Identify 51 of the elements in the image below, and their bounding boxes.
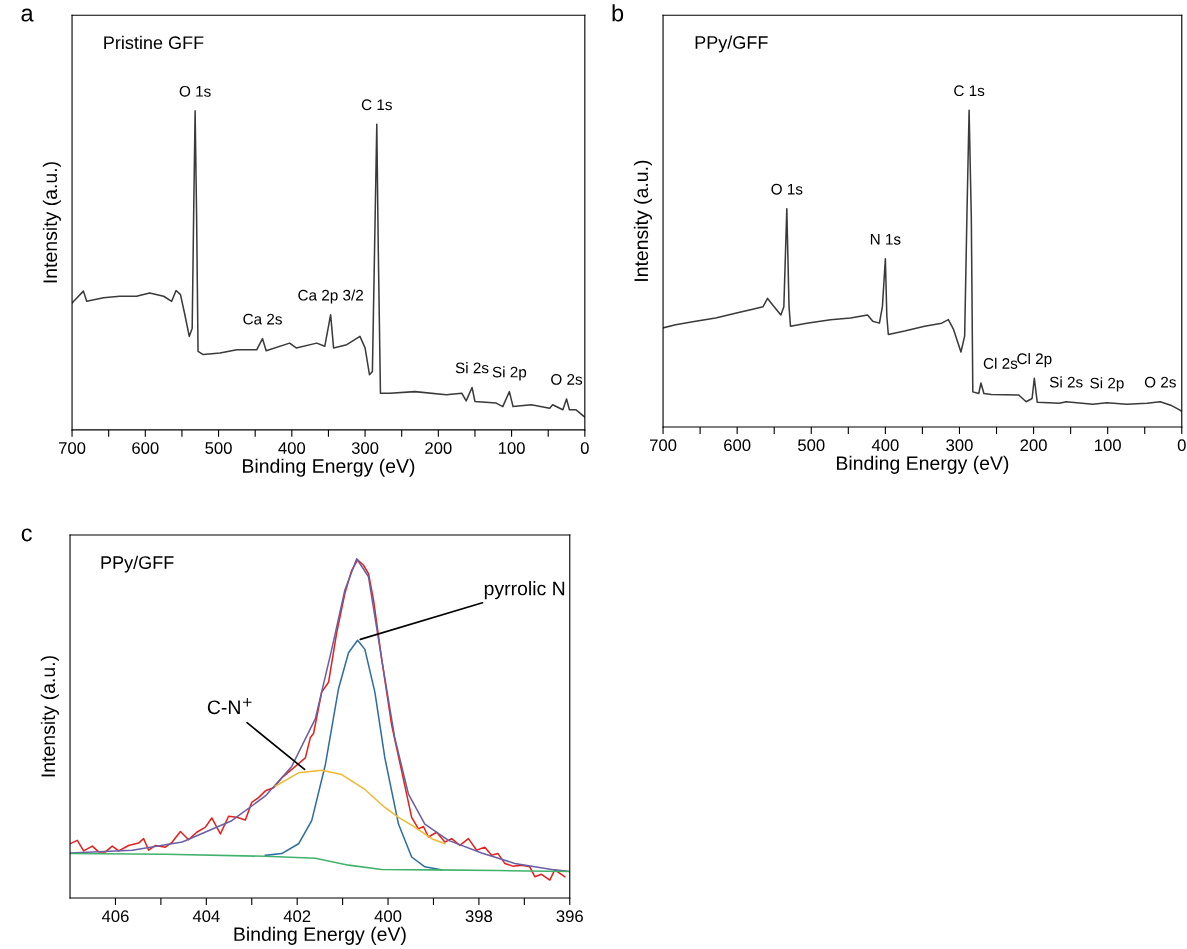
x-tick-label: 300 (946, 439, 973, 452)
annotation: O 2s (551, 374, 583, 385)
chart-subtitle: Pristine GFF (104, 35, 204, 50)
x-tick-label: 300 (351, 442, 379, 454)
x-tick-label: 404 (192, 910, 220, 923)
y-axis-title: Intensity (a.u.) (40, 656, 59, 777)
x-tick-label: 0 (580, 442, 589, 454)
y-axis-title: Intensity (a.u.) (633, 160, 652, 281)
y-axis-title: Intensity (a.u.) (42, 162, 61, 283)
x-tick-label: 500 (798, 439, 825, 452)
x-tick-label: 398 (465, 910, 493, 923)
annotation: Cl 2s (983, 357, 1018, 369)
chart-subtitle: PPy/GFF (101, 555, 174, 573)
annotation: pyrrolic N (484, 581, 565, 600)
x-tick-label: 100 (1095, 439, 1121, 452)
annotation: Ca 2p 3/2 (298, 289, 363, 304)
annotation: Si 2s (455, 362, 489, 374)
chart-title: a (21, 8, 34, 22)
annotation: O 1s (771, 183, 803, 195)
chart-title: b (612, 4, 624, 22)
x-tick-label: 402 (283, 910, 311, 923)
x-tick-label: 406 (101, 910, 129, 923)
x-tick-label: 400 (278, 442, 306, 454)
x-axis-title: Binding Energy (eV) (234, 926, 406, 945)
annotation: Si 2p (492, 366, 527, 381)
annotation: Cl 2p (1017, 352, 1052, 368)
annotation: O 2s (1144, 376, 1176, 388)
annotation: C-N$^{+}$ (207, 697, 252, 715)
x-axis-title: Binding Energy (eV) (837, 455, 1009, 474)
x-tick-label: 200 (1020, 439, 1047, 452)
x-tick-label: 600 (724, 439, 751, 452)
chart-title: c (21, 528, 32, 542)
x-axis-title: Binding Energy (eV) (243, 458, 415, 477)
x-tick-label: 200 (425, 442, 452, 454)
x-tick-label: 700 (59, 442, 86, 454)
annotation: Si 2s (1049, 376, 1083, 388)
annotation: Si 2p (1090, 377, 1124, 392)
annotation: O 1s (179, 85, 211, 97)
x-tick-label: 400 (871, 439, 899, 452)
annotation: Ca 2s (243, 313, 282, 325)
x-tick-label: 500 (205, 442, 232, 454)
annotation: C 1s (954, 85, 985, 97)
x-tick-label: 600 (132, 442, 159, 454)
x-tick-label: 100 (498, 442, 525, 454)
chart-subtitle: PPy/GFF (695, 35, 768, 53)
x-tick-label: 700 (650, 439, 677, 452)
x-tick-label: 400 (374, 910, 402, 923)
x-tick-label: 0 (1177, 439, 1186, 452)
annotation: N 1s (870, 234, 901, 245)
annotation: C 1s (361, 99, 392, 111)
x-tick-label: 396 (556, 910, 583, 923)
